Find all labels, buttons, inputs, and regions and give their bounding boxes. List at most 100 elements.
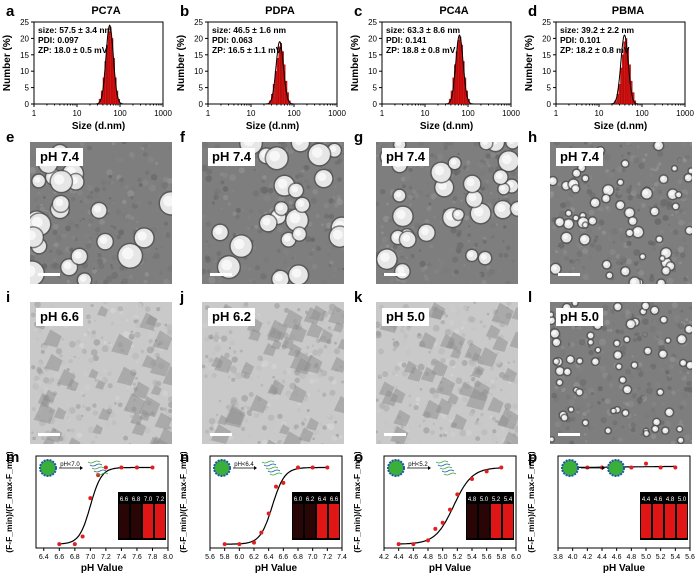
tem-grain xyxy=(424,274,427,278)
tem-grain xyxy=(282,435,286,438)
tem-grain xyxy=(428,202,432,206)
tem-grain xyxy=(54,302,60,307)
tem-grain xyxy=(206,269,211,274)
tem-grain xyxy=(94,187,100,193)
fluorescence-well xyxy=(317,504,327,538)
tem-grain xyxy=(430,360,437,366)
tem-grain xyxy=(678,261,683,265)
tem-grain xyxy=(92,235,97,239)
tem-grain xyxy=(288,149,294,155)
fragment xyxy=(43,389,57,403)
x-tick-label: 7.4 xyxy=(117,554,127,561)
nanoparticle-core xyxy=(658,390,662,393)
tem-grain xyxy=(312,248,315,251)
tem-grain xyxy=(202,406,205,410)
tem-grain xyxy=(466,229,469,232)
tem-grain xyxy=(70,428,75,433)
tem-grain xyxy=(673,250,679,256)
tem-grain xyxy=(676,379,683,385)
tem-grain xyxy=(307,393,311,397)
tem-grain xyxy=(422,419,426,423)
nanoparticle-core xyxy=(641,309,645,313)
scale-bar xyxy=(210,433,232,436)
tem-grain xyxy=(450,431,456,438)
tem-grain xyxy=(253,411,260,418)
nanoparticle-core xyxy=(612,409,615,412)
data-point xyxy=(585,465,590,470)
tem-grain xyxy=(288,200,293,205)
tem-grain xyxy=(671,256,677,262)
fragment xyxy=(289,350,312,372)
tem-grain xyxy=(214,188,221,195)
nanoparticle-core xyxy=(495,172,503,180)
tem-grain xyxy=(94,227,101,233)
tem-grain xyxy=(286,393,291,397)
annotation-text: size: 63.3 ± 8.6 nm xyxy=(386,25,461,35)
data-point xyxy=(274,484,278,489)
inset-label: 6.6 xyxy=(330,497,339,503)
x-tick-label: 1 xyxy=(380,109,385,118)
tem-grain xyxy=(109,264,113,267)
tem-grain xyxy=(488,268,495,276)
tem-grain xyxy=(487,163,492,168)
data-point xyxy=(440,520,445,525)
fragment xyxy=(271,339,282,350)
tem-grain xyxy=(326,228,330,231)
fragment xyxy=(269,379,285,396)
tem-grain xyxy=(601,325,607,331)
tem-grain xyxy=(587,345,591,349)
tem-grain xyxy=(84,328,89,333)
tem-grain xyxy=(162,176,169,183)
tem-grain xyxy=(381,371,389,378)
tem-grain xyxy=(376,154,379,158)
tem-grain xyxy=(64,401,71,408)
tem-grain xyxy=(168,408,172,414)
data-point xyxy=(296,465,300,470)
inset-label: 6.8 xyxy=(132,497,141,503)
tem-grain xyxy=(75,414,83,422)
tem-grain xyxy=(401,338,408,345)
tem-grain xyxy=(281,379,286,384)
tem-grain xyxy=(636,268,640,272)
tem-grain xyxy=(137,177,142,183)
tem-grain xyxy=(565,426,570,431)
x-tick-label: 4.8 xyxy=(626,554,636,561)
data-point xyxy=(411,542,416,547)
x-tick-label: 5.8 xyxy=(496,554,506,561)
tem-grain xyxy=(261,179,265,183)
tem-grain xyxy=(118,180,125,187)
nanoparticle-core xyxy=(661,317,665,321)
y-axis-label: Number (%) xyxy=(524,35,535,91)
x-tick-label: 7.4 xyxy=(337,554,347,561)
tem-grain xyxy=(308,255,314,261)
tem-grain xyxy=(602,304,609,312)
tem-grain xyxy=(408,185,413,190)
tem-grain xyxy=(41,345,48,351)
fragment xyxy=(298,427,314,443)
nanoparticle-core xyxy=(329,145,337,153)
tem-grain xyxy=(140,349,145,354)
nanoparticle-core xyxy=(623,411,627,414)
tem-grain xyxy=(666,277,674,284)
tem-grain xyxy=(239,349,243,353)
nanoparticle-core xyxy=(317,172,327,182)
tem-grain xyxy=(409,203,413,207)
tem-grain xyxy=(114,156,121,163)
fragment xyxy=(149,356,171,377)
tem-grain xyxy=(501,239,505,243)
tem-grain xyxy=(684,244,688,248)
tem-grain xyxy=(489,415,493,419)
tem-grain xyxy=(92,355,99,362)
tem-grain xyxy=(678,219,685,226)
tem-grain xyxy=(392,244,398,250)
tem-grain xyxy=(267,187,274,194)
tem-grain xyxy=(112,199,117,205)
tem-grain xyxy=(218,399,222,403)
fragment xyxy=(422,399,442,420)
inset-label: 4.8 xyxy=(666,497,675,503)
tem-grain xyxy=(87,198,94,205)
tem-grain xyxy=(257,440,261,444)
tem-grain xyxy=(427,262,432,267)
x-tick-label: 7.6 xyxy=(132,554,142,561)
tem-grain xyxy=(157,267,163,273)
